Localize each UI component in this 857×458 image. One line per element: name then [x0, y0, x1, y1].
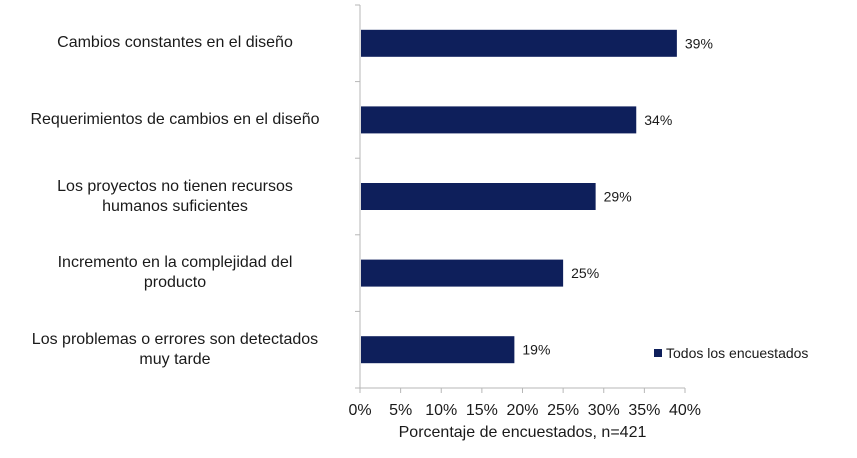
category-label: Cambios constantes en el diseño	[5, 33, 345, 53]
x-tick-label: 0%	[348, 402, 371, 419]
category-label: Los proyectos no tienen recursos humanos …	[5, 177, 345, 217]
x-tick-label: 10%	[425, 402, 457, 419]
data-label: 29%	[604, 189, 632, 205]
bar	[361, 183, 596, 210]
x-tick-label: 5%	[389, 402, 412, 419]
category-label-line: producto	[143, 274, 207, 292]
data-label: 34%	[644, 112, 672, 128]
x-tick-label: 35%	[628, 402, 660, 419]
x-tick-label: 15%	[466, 402, 498, 419]
data-label: 25%	[571, 265, 599, 281]
x-tick-label: 20%	[506, 402, 538, 419]
x-tick-label: 30%	[588, 402, 620, 419]
category-label-line: Requerimientos de cambios en el diseño	[30, 110, 320, 128]
category-label-line: humanos suficientes	[102, 197, 248, 215]
category-label: Los problemas o errores son detectados mu…	[5, 330, 345, 370]
x-tick-label: 40%	[669, 402, 701, 419]
category-label-line: Incremento en la complejidad del	[57, 254, 293, 272]
category-label: Requerimientos de cambios en el diseño	[5, 110, 345, 130]
legend: Todos los encuestados	[654, 345, 808, 361]
category-label-line: muy tarde	[139, 350, 211, 368]
x-tick-label: 25%	[547, 402, 579, 419]
bar	[361, 336, 515, 364]
legend-label: Todos los encuestados	[666, 345, 809, 361]
legend-swatch	[654, 349, 662, 357]
data-label: 19%	[522, 342, 550, 358]
category-label: Incremento en la complejidad del producto	[5, 253, 345, 293]
bar	[361, 106, 637, 134]
category-label-line: Los problemas o errores son detectados	[31, 330, 319, 348]
category-label-line: Cambios constantes en el diseño	[57, 34, 293, 52]
category-label-line: Los proyectos no tienen recursos	[57, 177, 293, 195]
data-label: 39%	[685, 35, 713, 51]
bar	[361, 259, 564, 287]
x-axis-title: Porcentaje de encuestados, n=421	[398, 424, 647, 441]
bar	[361, 29, 677, 57]
